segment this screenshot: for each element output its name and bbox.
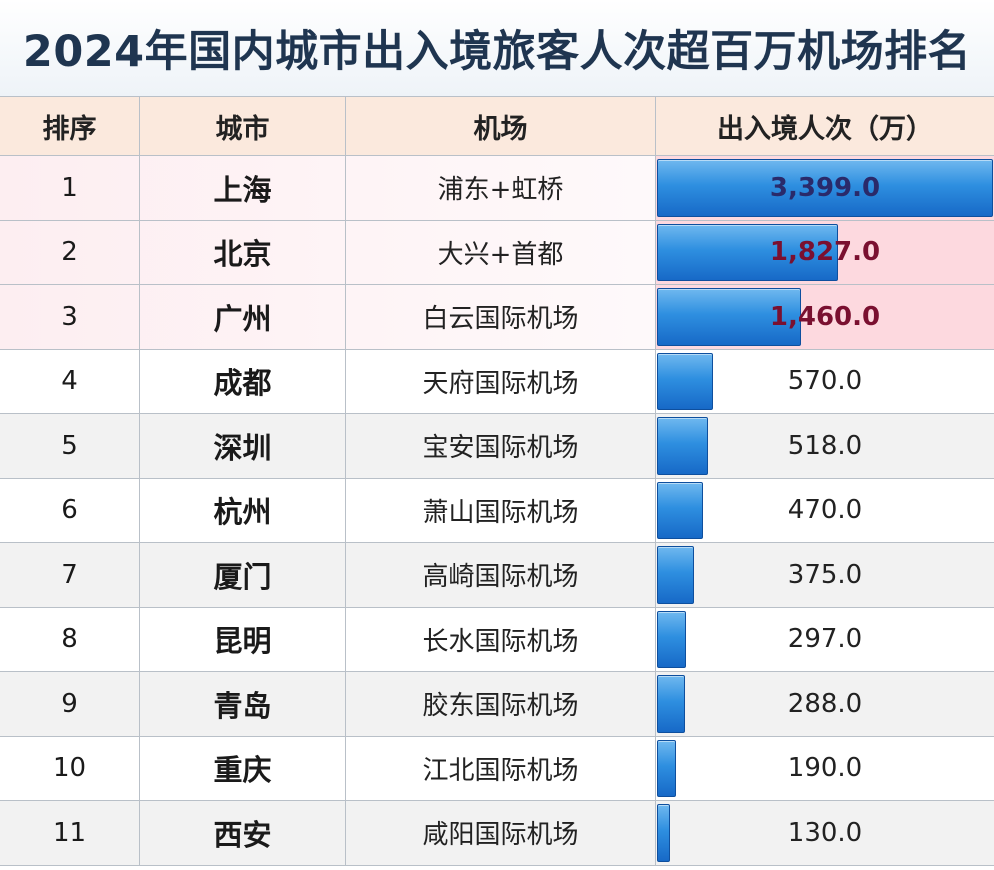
value-label: 1,460.0	[769, 301, 881, 332]
value-bar	[657, 417, 709, 475]
value-label: 3,399.0	[769, 172, 881, 203]
value-label: 375.0	[787, 559, 863, 590]
airport-cell: 宝安国际机场	[346, 414, 656, 478]
airport-cell: 萧山国际机场	[346, 478, 656, 542]
city-cell: 深圳	[140, 414, 346, 478]
city-cell: 成都	[140, 349, 346, 413]
value-cell: 130.0	[656, 801, 994, 865]
ranking-table: 排序 城市 机场 出入境人次（万） 1 上海 浦东+虹桥 3,399.0 2 北京 大兴+首…	[0, 96, 994, 870]
airport-cell: 天府国际机场	[346, 349, 656, 413]
header-airport: 机场	[346, 97, 656, 155]
value-cell: 288.0	[656, 672, 994, 736]
value-label: 190.0	[787, 753, 863, 784]
header-city: 城市	[140, 97, 346, 155]
table-row: 9 青岛 胶东国际机场 288.0	[0, 672, 994, 737]
value-bar	[657, 804, 670, 862]
value-label: 470.0	[787, 495, 863, 526]
rank-cell: 10	[0, 736, 140, 800]
table-title: 2024年国内城市出入境旅客人次超百万机场排名	[0, 0, 994, 96]
value-label: 518.0	[787, 430, 863, 461]
airport-cell: 高崎国际机场	[346, 543, 656, 607]
value-cell: 518.0	[656, 414, 994, 478]
city-cell: 重庆	[140, 736, 346, 800]
city-cell: 上海	[140, 156, 346, 220]
value-cell: 570.0	[656, 350, 994, 414]
airport-cell: 浦东+虹桥	[346, 156, 656, 220]
table-row: 6 杭州 萧山国际机场 470.0	[0, 478, 994, 543]
rank-cell: 8	[0, 607, 140, 671]
value-cell: 3,399.0	[656, 156, 994, 220]
value-bar	[657, 610, 687, 668]
rank-cell: 5	[0, 414, 140, 478]
table-header-row: 排序 城市 机场 出入境人次（万）	[0, 96, 994, 156]
rank-cell: 1	[0, 156, 140, 220]
value-bar	[657, 159, 993, 217]
city-cell: 杭州	[140, 478, 346, 542]
value-bar	[657, 481, 704, 539]
airport-cell: 胶东国际机场	[346, 672, 656, 736]
value-bar	[657, 675, 686, 733]
value-label: 130.0	[787, 817, 863, 848]
table-row: 11 西安 咸阳国际机场 130.0	[0, 801, 994, 866]
value-cell: 375.0	[656, 543, 994, 607]
value-bar	[657, 546, 695, 604]
airport-cell: 大兴+首都	[346, 220, 656, 284]
rank-cell: 3	[0, 285, 140, 349]
value-bar	[657, 739, 676, 797]
city-cell: 厦门	[140, 543, 346, 607]
table-row: 8 昆明 长水国际机场 297.0	[0, 607, 994, 672]
city-cell: 北京	[140, 220, 346, 284]
value-label: 570.0	[787, 366, 863, 397]
value-cell: 190.0	[656, 737, 994, 801]
value-label: 1,827.0	[769, 237, 881, 268]
value-bar	[657, 352, 714, 410]
table-row: 4 成都 天府国际机场 570.0	[0, 349, 994, 414]
value-cell: 297.0	[656, 608, 994, 672]
table-row: 1 上海 浦东+虹桥 3,399.0	[0, 156, 994, 221]
rank-cell: 11	[0, 801, 140, 865]
table-row: 5 深圳 宝安国际机场 518.0	[0, 414, 994, 479]
table-row: 10 重庆 江北国际机场 190.0	[0, 736, 994, 801]
value-bar	[657, 223, 838, 281]
table-row: 3 广州 白云国际机场 1,460.0	[0, 285, 994, 350]
rank-cell: 6	[0, 478, 140, 542]
value-cell: 1,460.0	[656, 285, 994, 349]
value-label: 297.0	[787, 624, 863, 655]
rank-cell: 4	[0, 349, 140, 413]
rank-cell: 9	[0, 672, 140, 736]
airport-cell: 白云国际机场	[346, 285, 656, 349]
value-bar	[657, 288, 802, 346]
value-cell: 470.0	[656, 479, 994, 543]
table-row: 7 厦门 高崎国际机场 375.0	[0, 543, 994, 608]
city-cell: 昆明	[140, 607, 346, 671]
airport-cell: 江北国际机场	[346, 736, 656, 800]
airport-cell: 咸阳国际机场	[346, 801, 656, 865]
rank-cell: 7	[0, 543, 140, 607]
value-label: 288.0	[787, 688, 863, 719]
header-value: 出入境人次（万）	[717, 113, 933, 145]
city-cell: 青岛	[140, 672, 346, 736]
header-rank: 排序	[0, 97, 140, 155]
city-cell: 广州	[140, 285, 346, 349]
airport-cell: 长水国际机场	[346, 607, 656, 671]
value-cell: 1,827.0	[656, 220, 994, 284]
table-row: 2 北京 大兴+首都 1,827.0	[0, 220, 994, 285]
rank-cell: 2	[0, 220, 140, 284]
city-cell: 西安	[140, 801, 346, 865]
